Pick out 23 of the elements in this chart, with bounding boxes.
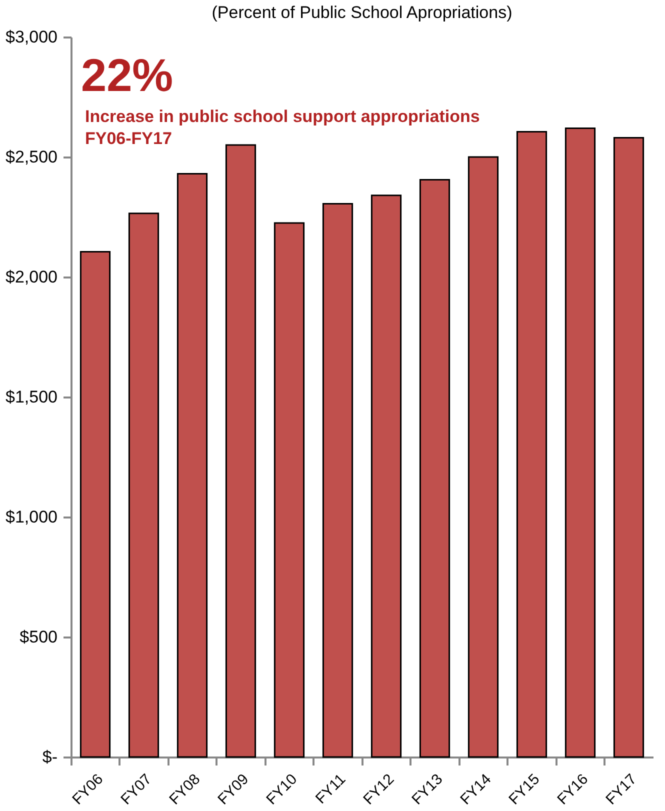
annotation: 22% <box>81 49 174 101</box>
bar <box>419 179 450 758</box>
bar <box>370 194 402 758</box>
y-tick-label: $500 <box>20 628 58 646</box>
y-tick-label: $3,000 <box>6 28 58 46</box>
bar <box>176 173 208 758</box>
annotation: FY06-FY17 <box>85 129 172 148</box>
y-tick-label: $1,000 <box>6 508 58 526</box>
bar <box>564 127 596 758</box>
bar <box>225 144 256 758</box>
bar <box>613 137 644 758</box>
bar <box>468 156 499 758</box>
bar <box>516 131 548 758</box>
y-tick-label: $2,500 <box>6 148 58 166</box>
y-tick-label: $1,500 <box>6 388 58 406</box>
y-tick-label: $2,000 <box>6 268 58 286</box>
bar <box>80 251 111 758</box>
bar <box>274 222 305 758</box>
bar <box>322 203 354 758</box>
bar <box>128 212 160 758</box>
annotation: Increase in public school support appropriations <box>85 107 480 126</box>
y-tick-label: $- <box>42 748 58 766</box>
chart-subtitle: (Percent of Public School Apropriations) <box>212 3 512 22</box>
